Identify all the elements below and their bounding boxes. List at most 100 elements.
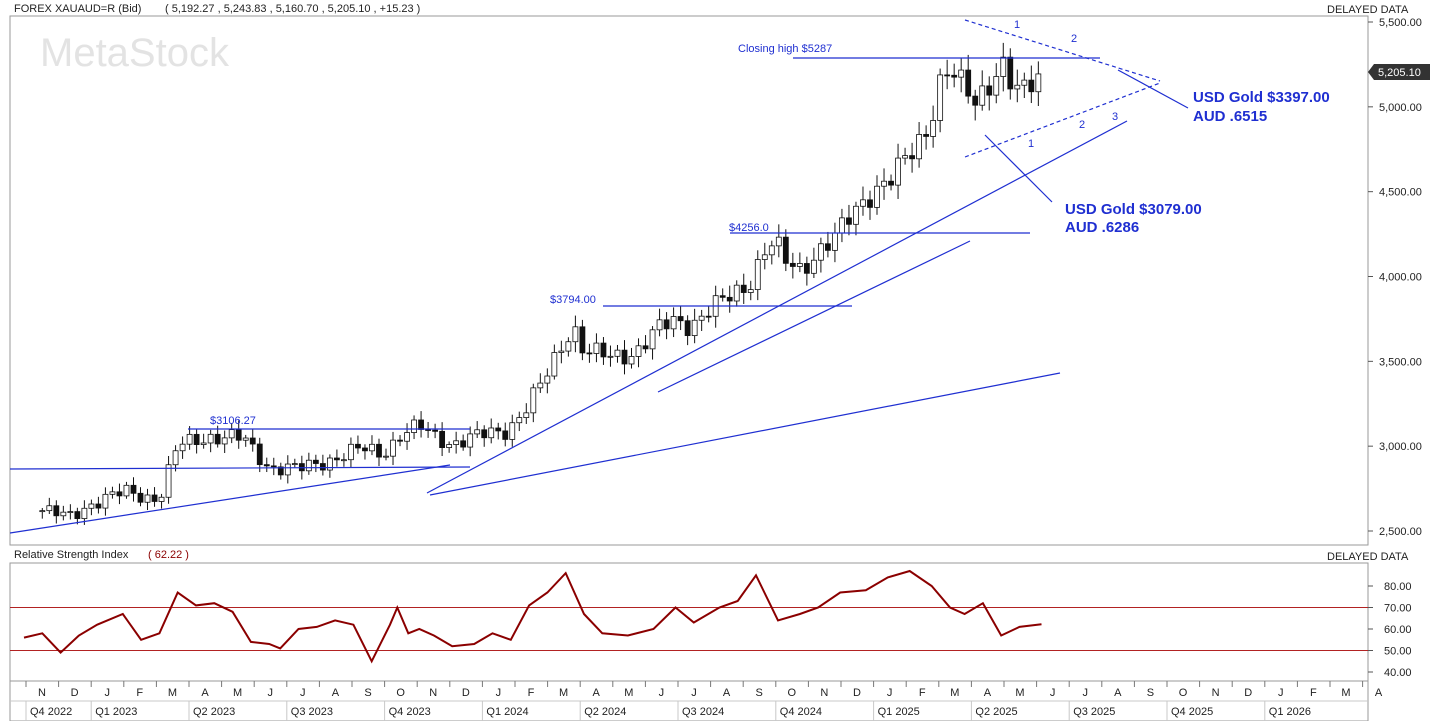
candle-body-down — [684, 320, 691, 337]
candle-body-down — [481, 429, 488, 439]
ohlc-values: ( 5,192.27 , 5,243.83 , 5,160.70 , 5,205… — [165, 3, 420, 15]
candle — [796, 252, 803, 273]
candle-body-down — [460, 440, 467, 448]
candle-body-up — [109, 491, 116, 495]
candle — [558, 340, 565, 364]
candle-body-down — [425, 429, 431, 431]
candle-body-up — [993, 76, 1000, 96]
candle — [467, 426, 474, 457]
month-label: F — [136, 687, 143, 699]
candle — [242, 434, 249, 447]
candle — [123, 481, 130, 499]
rsi-current-value: ( 62.22 ) — [148, 549, 189, 561]
month-label: A — [201, 687, 209, 699]
candle-body-down — [586, 352, 593, 355]
level-3106-label: $3106.27 — [210, 415, 256, 427]
quarter-label: Q1 2024 — [486, 706, 528, 718]
wave-label-bottom-3: 3 — [1112, 111, 1118, 123]
quarter-label: Q4 2024 — [780, 706, 822, 718]
candle-body-up — [221, 437, 228, 445]
candle-body-up — [411, 419, 417, 433]
candle-body-down — [621, 349, 628, 365]
quarter-label: Q1 2025 — [878, 706, 920, 718]
candle-body-down — [642, 345, 649, 350]
candle-body-up — [979, 85, 986, 106]
quarter-label: Q4 2022 — [30, 706, 72, 718]
candle-body-up — [902, 155, 908, 159]
rsi-tick-label: 80.00 — [1384, 581, 1412, 593]
candle — [677, 305, 684, 331]
candle — [951, 63, 958, 88]
candle — [726, 285, 733, 313]
candle-body-down — [432, 429, 439, 432]
candle — [439, 422, 446, 457]
candle — [502, 422, 509, 447]
candle — [579, 319, 586, 361]
trendline-long-base — [9, 464, 451, 534]
quarter-label: Q2 2024 — [584, 706, 626, 718]
candle-body-up — [474, 429, 481, 435]
candle — [923, 125, 930, 150]
candle-body-up — [881, 180, 887, 187]
candle-body-up — [186, 433, 193, 445]
candle — [740, 273, 747, 304]
price-tick-label: 5,000.00 — [1379, 102, 1422, 114]
month-label: D — [1244, 687, 1252, 699]
candle — [376, 438, 382, 467]
candle — [446, 441, 453, 453]
candle-body-up — [67, 511, 74, 513]
month-label: S — [364, 687, 371, 699]
candle — [390, 431, 396, 466]
rsi-delayed-label: DELAYED DATA — [1327, 551, 1409, 563]
candle — [383, 448, 389, 461]
candle-body-up — [832, 232, 838, 251]
level-3794-label: $3794.00 — [550, 294, 596, 306]
quarter-label: Q3 2025 — [1073, 706, 1115, 718]
pointer-line-bottom — [984, 134, 1053, 203]
candle-body-up — [341, 459, 347, 462]
month-label: D — [462, 687, 470, 699]
month-label: M — [233, 687, 242, 699]
price-tick-label: 5,500.00 — [1379, 17, 1422, 29]
month-label: J — [1082, 687, 1088, 699]
price-tick-label: 3,500.00 — [1379, 356, 1422, 368]
quarter-label: Q4 2025 — [1171, 706, 1213, 718]
candle-body-down — [1028, 79, 1035, 93]
candle-body-down — [789, 262, 796, 267]
candle — [656, 308, 663, 337]
price-tick-label: 3,000.00 — [1379, 441, 1422, 453]
candle — [270, 457, 277, 476]
candle — [867, 190, 873, 220]
candle — [186, 426, 193, 450]
candle — [305, 452, 312, 475]
usd-gold-label-2: USD Gold $3079.00 — [1065, 201, 1202, 218]
candle-body-down — [726, 296, 733, 302]
candle-body-down — [825, 243, 831, 251]
candle-body-up — [754, 259, 761, 290]
candle-body-up — [860, 199, 866, 207]
candle-body-down — [846, 217, 852, 225]
candle-body-up — [228, 429, 235, 439]
candle — [179, 436, 186, 459]
candle — [95, 496, 102, 514]
trendline-main-uptrend — [426, 120, 1128, 494]
candle-body-down — [803, 263, 810, 274]
candle-body-up — [530, 387, 537, 414]
month-label: A — [1114, 687, 1122, 699]
candle-body-up — [761, 254, 768, 260]
closing-high-label: Closing high $5287 — [738, 43, 832, 55]
candle-body-up — [810, 259, 817, 274]
candle — [874, 175, 880, 215]
candle — [1014, 69, 1021, 103]
candle-body-up — [1000, 56, 1007, 77]
candle-body-down — [235, 429, 242, 441]
candle-body-up — [523, 412, 530, 418]
candle-body-down — [397, 439, 403, 442]
candle-body-up — [102, 493, 109, 509]
candle-body-up — [1021, 79, 1028, 86]
candle — [1007, 48, 1014, 100]
month-label: F — [1310, 687, 1317, 699]
candle-body-up — [656, 319, 663, 331]
candle — [628, 347, 635, 369]
